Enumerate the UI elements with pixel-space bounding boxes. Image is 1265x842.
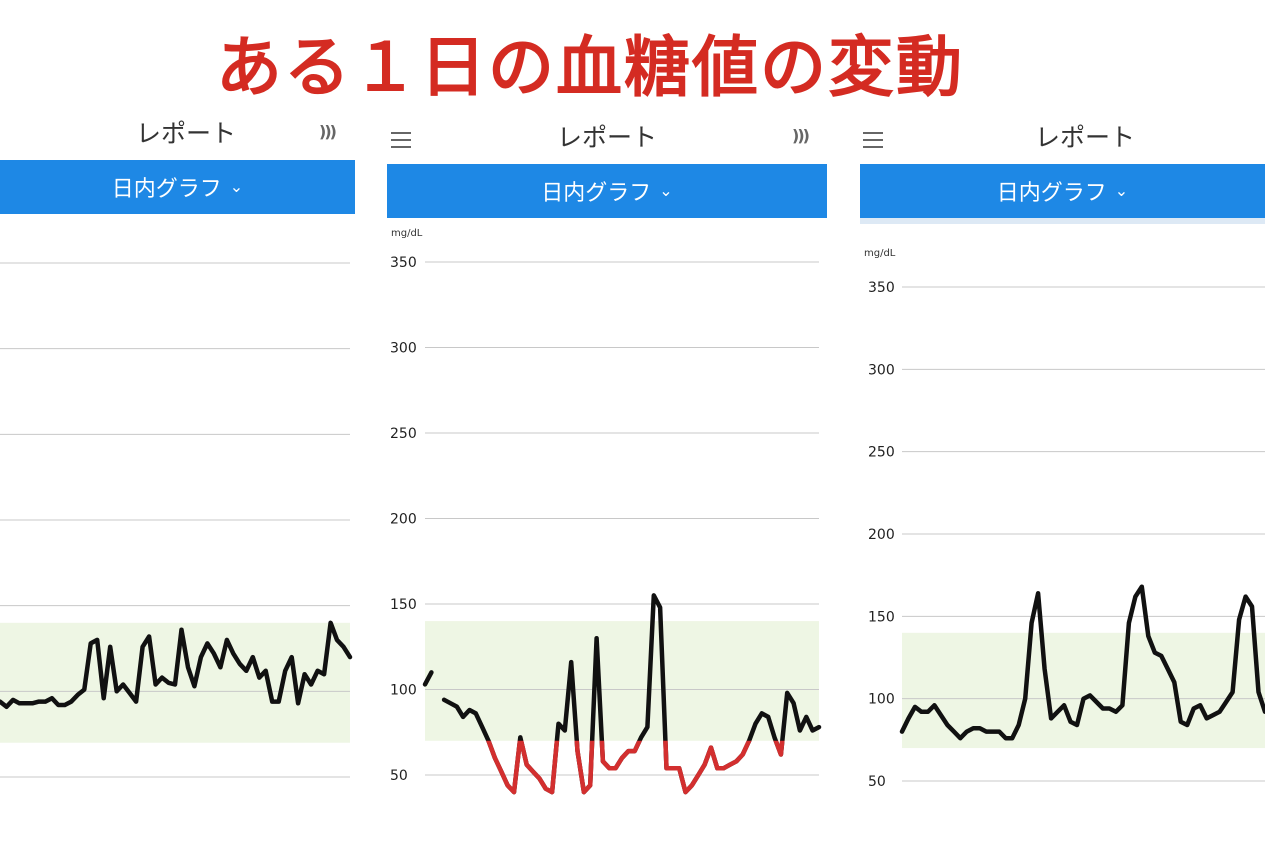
y-tick-label-300: 300 [868,362,895,378]
chevron-down-icon: ⌄ [229,176,244,196]
low-glucose-line-segment-1 [486,740,785,795]
header-title: レポート [556,123,657,152]
y-tick-label-100: 100 [868,692,895,708]
y-tick-label-250: 250 [868,445,895,461]
y-tick-label-50: 50 [390,768,408,784]
dropdown-bar[interactable]: 日内グラフ ⌄ [860,164,1265,224]
header-title: レポート [135,119,236,148]
y-tick-label-200: 200 [390,512,417,528]
dropdown-label: 日内グラフ [111,177,222,202]
dropdown-bar[interactable]: 日内グラフ ⌄ [387,164,827,218]
y-tick-label-350: 350 [390,255,417,271]
chevron-down-icon: ⌄ [1114,180,1129,200]
header-title: レポート [1034,123,1135,152]
y-tick-label-250: 250 [390,426,417,442]
target-range-band [902,632,1265,749]
y-tick-label-200: 200 [868,527,895,543]
app-panel-1: レポート ))) 日内グラフ ⌄ [0,100,372,842]
glucose-chart-2: mg/dL 50 100 150 200 250 300 350 [390,228,822,795]
hamburger-icon[interactable] [391,132,411,148]
series-line-segment-0 [0,620,353,710]
glucose-chart-1 [0,262,353,778]
y-tick-label-150: 150 [390,597,417,613]
y-tick-label-300: 300 [390,341,417,357]
y-axis-unit-label: mg/dL [391,228,423,239]
series-line-segment-0 [899,584,1265,741]
y-tick-label-350: 350 [868,280,895,296]
chevron-down-icon: ⌄ [659,180,673,200]
y-tick-label-100: 100 [390,683,417,699]
series-line-segment-0 [422,670,434,687]
y-tick-label-50: 50 [868,774,886,790]
y-tick-label-150: 150 [868,609,895,625]
nfc-icon[interactable]: ))) [319,122,337,141]
hamburger-icon[interactable] [863,132,883,148]
page-headline: ある１日の血糖値の変動 [216,29,964,106]
y-axis-unit-label: mg/dL [864,248,896,259]
nfc-icon[interactable]: ))) [792,126,810,145]
dropdown-bar[interactable]: 日内グラフ ⌄ [0,160,355,214]
glucose-chart-3: mg/dL 50 100 150 200 250 300 350 [864,248,1265,790]
app-panel-3: レポート 日内グラフ ⌄ mg/dL 50 100 150 200 250 300 350 [860,100,1265,842]
target-range-band [425,621,819,741]
app-panel-2: レポート ))) 日内グラフ ⌄ mg/dL 50 100 150 200 250 300 3… [387,100,827,842]
dropdown-label: 日内グラフ [541,181,652,206]
dropdown-label: 日内グラフ [996,181,1107,206]
